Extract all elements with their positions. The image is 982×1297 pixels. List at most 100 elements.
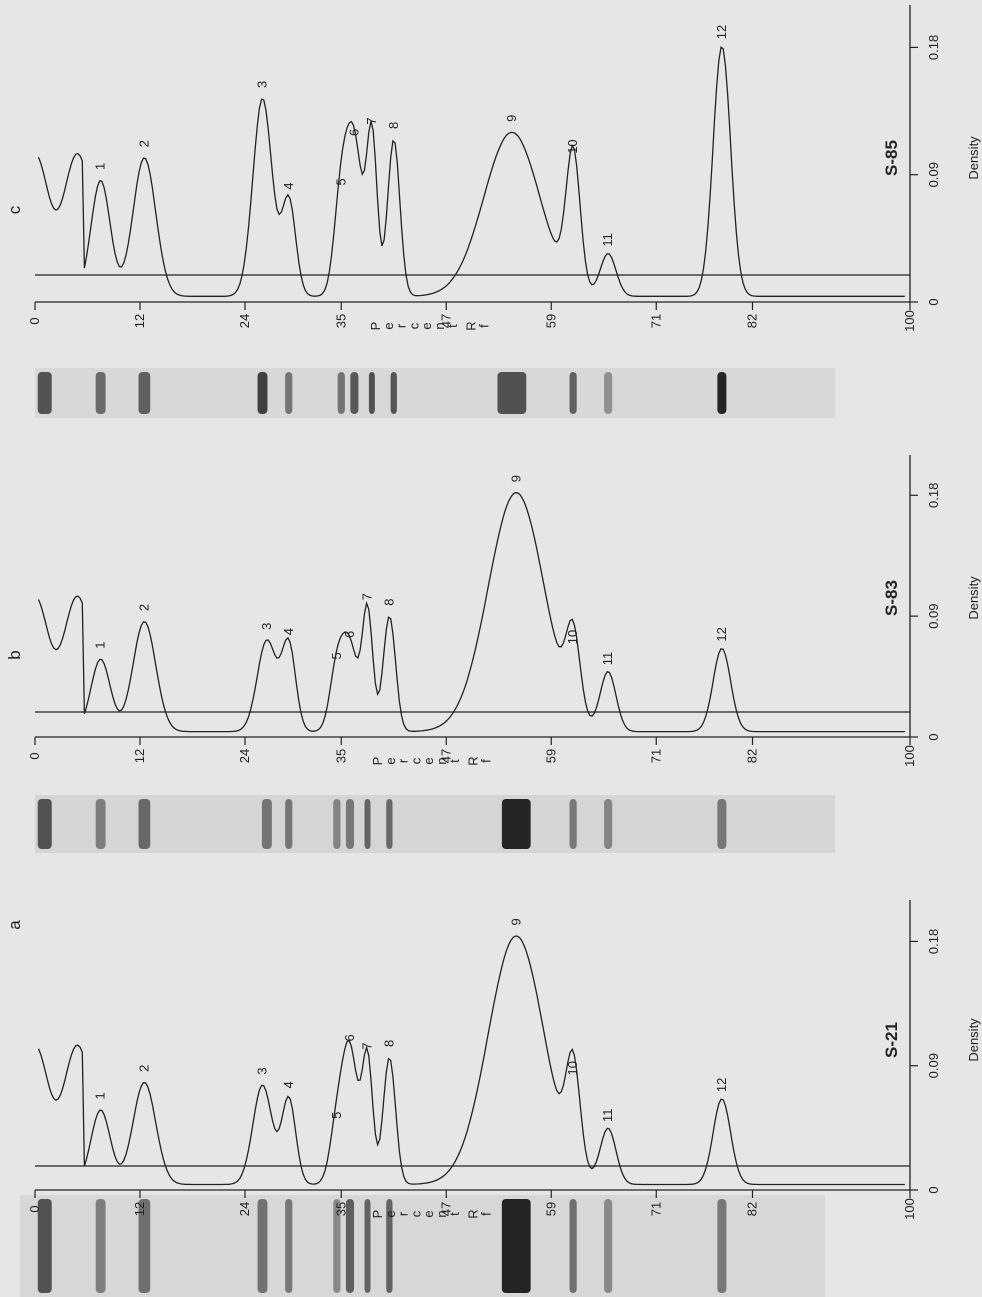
x-axis-label-letter: e [383, 757, 398, 764]
gel-band [345, 1199, 355, 1293]
x-tick-label: 82 [745, 314, 760, 328]
density-trace-a [37, 935, 905, 1186]
gel-band [364, 799, 371, 849]
y-tick-label: 0.18 [926, 35, 941, 60]
x-axis-label-letter: f [478, 759, 493, 763]
x-tick-label: 71 [648, 749, 663, 763]
gel-lane-b-background [35, 795, 835, 853]
x-axis-label-letter: P [370, 1210, 385, 1219]
sample-label-c: S-85 [882, 140, 901, 176]
x-ticks-a: 0 12 24 35 47 59 71 82 100 [27, 1190, 917, 1220]
peak-label: 7 [360, 593, 375, 600]
peak-label: 1 [93, 641, 108, 648]
x-tick-label: 12 [132, 1202, 147, 1216]
x-axis-label-letter: n [434, 1210, 449, 1217]
sample-label-b: S-83 [882, 580, 901, 616]
x-axis-label-letter: r [396, 758, 411, 763]
peak-label: 1 [93, 1092, 108, 1099]
gel-band [95, 799, 106, 849]
peak-label: 10 [565, 1061, 580, 1075]
panel-letter-b: b [5, 650, 24, 659]
gel-band [337, 372, 345, 414]
peak-label: 8 [381, 1040, 396, 1047]
gel-band [333, 799, 341, 849]
x-axis-label-letter: e [419, 322, 434, 329]
y-axis-label-b: Density [966, 576, 981, 620]
peak-label: 10 [565, 139, 580, 153]
x-axis-label-letter: r [394, 323, 409, 328]
peak-label: 5 [333, 178, 348, 185]
peak-label: 7 [364, 117, 379, 124]
gel-band [138, 372, 151, 414]
gel-band [350, 372, 359, 414]
x-tick-label: 100 [902, 745, 917, 767]
x-axis-label-letter: n [432, 322, 447, 329]
y-tick-label: 0.18 [926, 483, 941, 508]
chart-c: 0 12 24 35 47 59 71 82 100 00.090.18 12345678910… [5, 5, 981, 332]
x-axis-label-letter: f [478, 1212, 493, 1216]
density-trace-b [37, 492, 905, 733]
x-axis-label-letter: e [421, 757, 436, 764]
x-tick-label: 35 [333, 314, 348, 328]
panel-c: 0 12 24 35 47 59 71 82 100 00.090.18 12345678910… [5, 5, 981, 418]
x-tick-label: 12 [132, 314, 147, 328]
peak-label: 12 [714, 25, 729, 39]
y-tick-label: 0 [926, 733, 941, 740]
x-axis-label-letter: R [466, 1209, 481, 1218]
gel-lane-a [20, 1195, 825, 1297]
x-tick-label: 0 [27, 317, 42, 324]
x-axis-label-letter: P [370, 757, 385, 766]
y-tick-label: 0.09 [926, 162, 941, 187]
x-tick-label: 47 [438, 749, 453, 763]
peak-label: 3 [255, 1067, 270, 1074]
peak-label: 4 [281, 1081, 296, 1088]
gel-lane-a-bands [37, 1199, 727, 1293]
panel-letter-a: a [5, 920, 24, 930]
y-axis-label-a: Density [966, 1018, 981, 1062]
peak-label: 5 [329, 1112, 344, 1119]
x-ticks-b: 0 12 24 35 47 59 71 82 100 [27, 737, 917, 767]
peak-label: 12 [714, 1078, 729, 1092]
x-tick-label: 100 [902, 1198, 917, 1220]
gel-band [37, 372, 52, 414]
x-axis-label-letter: f [476, 324, 491, 328]
x-tick-label: 24 [237, 314, 252, 328]
x-axis-label-letter: t [447, 759, 462, 763]
peak-label: 4 [281, 628, 296, 635]
panel-b: 0 12 24 35 47 59 71 82 100 00.090.18 12345678910… [5, 455, 981, 853]
x-axis-label-letter: e [381, 322, 396, 329]
y-ticks-b: 0 0.09 0.18 [910, 483, 941, 741]
peak-label: 11 [600, 233, 615, 247]
peak-label: 9 [508, 918, 523, 925]
gel-band [501, 799, 531, 849]
gel-lane-c-bands [37, 372, 727, 414]
gel-lane-c-background [35, 368, 835, 418]
y-ticks-a: 0 0.09 0.18 [910, 929, 941, 1194]
gel-band [717, 1199, 727, 1293]
x-tick-label: 0 [27, 752, 42, 759]
x-axis-label-letter: n [434, 757, 449, 764]
gel-lane-b [35, 795, 835, 853]
gel-band [261, 799, 272, 849]
peak-label: 6 [342, 631, 357, 638]
x-axis-label-letter: t [445, 324, 460, 328]
x-tick-label: 59 [543, 1202, 558, 1216]
x-ticks-c: 0 12 24 35 47 59 71 82 100 [27, 302, 917, 332]
peak-label: 7 [360, 1043, 375, 1050]
gel-band [386, 1199, 393, 1293]
gel-band [717, 372, 727, 414]
gel-band [285, 372, 293, 414]
x-tick-label: 71 [648, 1202, 663, 1216]
gel-lane-c [35, 368, 835, 418]
peak-label: 8 [386, 122, 401, 129]
x-tick-label: 100 [902, 310, 917, 332]
y-ticks-c: 0 0.09 0.18 [910, 35, 941, 306]
x-tick-label: 12 [132, 749, 147, 763]
gel-band [138, 799, 151, 849]
gel-band [345, 799, 355, 849]
